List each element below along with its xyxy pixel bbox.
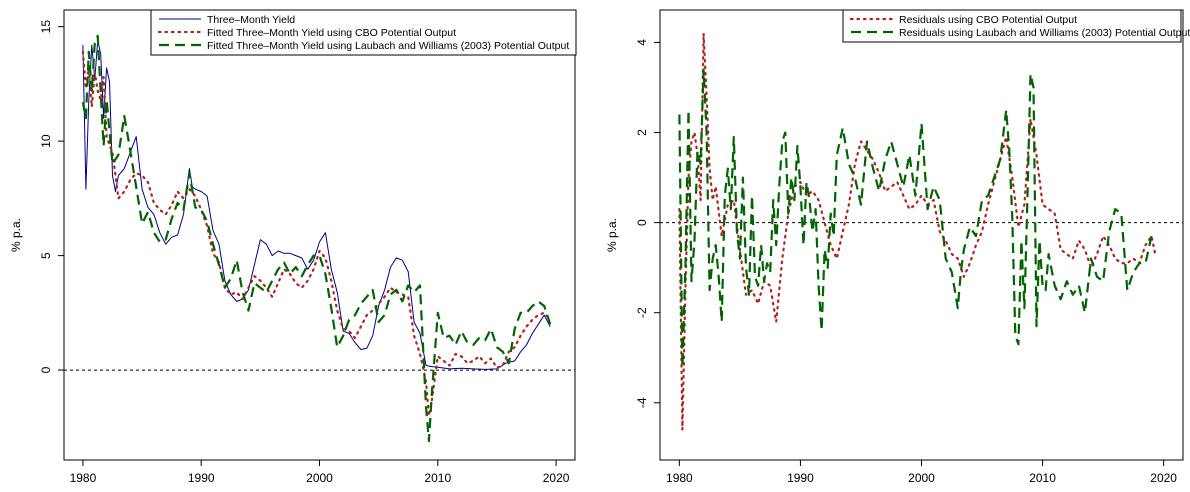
y-tick-label: -4	[635, 397, 649, 408]
series-line-dashed	[81, 34, 552, 443]
x-tick-label: 2020	[543, 471, 570, 485]
y-tick-label: 2	[635, 129, 649, 136]
x-axis: 1980 1990 2000 2010 2020	[666, 460, 1177, 485]
y-axis: 0 5 10 15	[39, 20, 64, 373]
yield-chart-panel: 1980 1990 2000 2010 2020 0 5 10 15 % p.a. Three–Mo…	[9, 9, 577, 485]
series-line-dotted	[678, 32, 1157, 431]
y-tick-label: 4	[635, 39, 649, 46]
series-line-solid	[82, 39, 551, 370]
x-tick-label: 2020	[1150, 471, 1177, 485]
series-line-dashed	[678, 68, 1157, 368]
series-line-dotted	[81, 50, 552, 417]
y-tick-label: 0	[39, 366, 53, 373]
x-tick-label: 2010	[1029, 471, 1056, 485]
x-tick-label: 2010	[424, 471, 451, 485]
y-tick-label: -2	[635, 307, 649, 318]
x-tick-label: 1980	[666, 471, 693, 485]
y-axis-label: % p.a.	[605, 218, 619, 252]
legend-label: Three–Month Yield	[207, 14, 295, 26]
y-tick-label: 10	[39, 134, 53, 148]
legend-label: Fitted Three–Month Yield using CBO Poten…	[207, 27, 456, 39]
legend-box	[842, 9, 1182, 43]
x-tick-label: 1980	[70, 471, 97, 485]
y-axis: -4 -2 0 2 4	[635, 39, 660, 408]
y-tick-label: 15	[39, 20, 53, 34]
plot-frame	[63, 9, 576, 461]
x-tick-label: 1990	[188, 471, 215, 485]
x-tick-label: 2000	[306, 471, 333, 485]
legend-label: Residuals using CBO Potential Output	[899, 14, 1077, 26]
residuals-chart-panel: 1980 1990 2000 2010 2020 -4 -2 0 2 4 % p.a. Residua…	[605, 9, 1190, 485]
y-axis-label: % p.a.	[9, 218, 23, 252]
x-tick-label: 2000	[908, 471, 935, 485]
x-axis: 1980 1990 2000 2010 2020	[70, 460, 570, 485]
y-tick-label: 5	[39, 252, 53, 259]
y-tick-label: 0	[635, 219, 649, 226]
legend: Residuals using CBO Potential OutputResi…	[842, 9, 1190, 43]
legend-label: Fitted Three–Month Yield using Laubach a…	[207, 40, 569, 52]
legend-label: Residuals using Laubach and Williams (20…	[899, 27, 1190, 39]
x-tick-label: 1990	[787, 471, 814, 485]
legend-box	[150, 9, 577, 56]
